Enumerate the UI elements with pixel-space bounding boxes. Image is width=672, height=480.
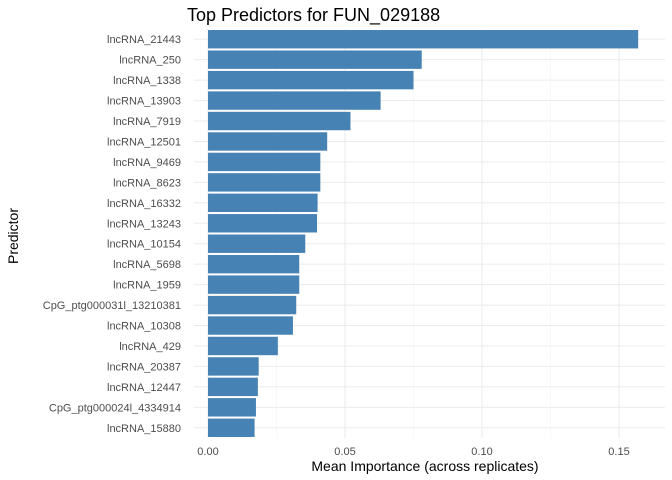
y-tick-label: lncRNA_12447 (107, 382, 181, 394)
bar-lncRNA_13243 (208, 214, 318, 233)
x-tick-label: 0.00 (197, 446, 218, 458)
y-tick-label: lncRNA_5698 (113, 259, 181, 271)
y-tick-label: lncRNA_15880 (107, 423, 181, 435)
y-tick-label: lncRNA_250 (119, 55, 181, 67)
y-tick-label: lncRNA_10154 (107, 239, 181, 251)
bar-lncRNA_10154 (208, 234, 306, 253)
y-axis-title: Predictor (5, 208, 21, 264)
y-tick-label: lncRNA_429 (119, 341, 181, 353)
bar-lncRNA_429 (208, 336, 278, 356)
y-tick-label: lncRNA_20387 (107, 361, 181, 373)
bar-lncRNA_9469 (208, 152, 321, 172)
y-tick-label: lncRNA_8623 (113, 177, 181, 189)
bar-CpG_ptg000024l_4334914 (208, 398, 256, 417)
y-tick-label: lncRNA_7919 (113, 116, 181, 128)
bar-lncRNA_12501 (208, 132, 328, 151)
grid-lines (194, 29, 665, 438)
y-tick-label: lncRNA_16332 (107, 198, 181, 210)
x-tick-labels: 0.00 0.05 0.10 0.15 (197, 446, 629, 458)
bar-lncRNA_8623 (208, 173, 321, 192)
bar-lncRNA_20387 (208, 357, 259, 376)
bar-lncRNA_250 (208, 50, 422, 69)
y-tick-label: lncRNA_13903 (107, 96, 181, 108)
bar-lncRNA_13903 (208, 91, 381, 110)
y-tick-label: lncRNA_21443 (107, 34, 181, 46)
y-tick-label: lncRNA_1338 (113, 75, 181, 87)
bar-lncRNA_1338 (208, 70, 414, 90)
bar-lncRNA_12447 (208, 377, 258, 397)
y-tick-labels: lncRNA_21443 lncRNA_250 lncRNA_1338 lncRNA_… (43, 34, 181, 435)
y-tick-label: lncRNA_13243 (107, 218, 181, 230)
y-tick-label: lncRNA_1959 (113, 280, 181, 292)
bar-lncRNA_21443 (208, 30, 639, 49)
x-tick-label: 0.15 (608, 446, 629, 458)
bars-group (208, 30, 639, 437)
y-tick-label: lncRNA_10308 (107, 321, 181, 333)
y-tick-label: CpG_ptg000024l_4334914 (49, 402, 181, 414)
bar-lncRNA_1959 (208, 275, 300, 294)
y-tick-label: CpG_ptg000031l_13210381 (43, 300, 181, 312)
bar-lncRNA_7919 (208, 111, 351, 131)
x-tick-label: 0.10 (471, 446, 492, 458)
bar-lncRNA_16332 (208, 193, 318, 213)
y-tick-label: lncRNA_9469 (113, 157, 181, 169)
bar-CpG_ptg000031l_13210381 (208, 295, 297, 315)
y-tick-label: lncRNA_12501 (107, 136, 181, 148)
bar-lncRNA_15880 (208, 418, 255, 437)
bar-lncRNA_10308 (208, 316, 293, 335)
x-tick-label: 0.05 (334, 446, 355, 458)
chart-title: Top Predictors for FUN_029188 (187, 5, 440, 26)
bar-lncRNA_5698 (208, 254, 300, 274)
x-axis-title: Mean Importance (across replicates) (311, 458, 538, 474)
